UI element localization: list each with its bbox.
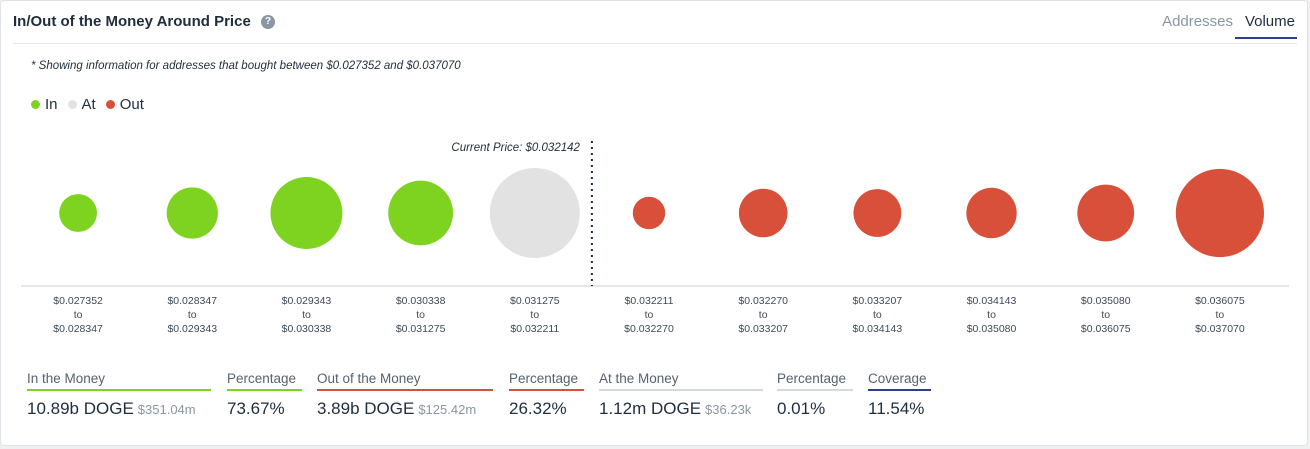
bubble-at[interactable]	[489, 168, 580, 258]
legend-at[interactable]: At	[67, 96, 96, 113]
range-from-label: $0.034143	[967, 295, 1017, 307]
range-from-label: $0.030338	[396, 295, 446, 307]
stat-value: 11.54%	[868, 399, 924, 419]
legend-at-label: At	[81, 96, 96, 113]
range-to-connector: to	[188, 309, 197, 321]
range-from-label: $0.027352	[53, 295, 103, 307]
bubble-out[interactable]	[966, 187, 1017, 239]
bubble-out[interactable]	[1077, 184, 1135, 242]
tab-bar: Addresses Volume	[1152, 13, 1297, 39]
range-from-label: $0.031275	[510, 295, 560, 307]
range-to-connector: to	[873, 309, 882, 321]
stat-value: 3.89b DOGE $125.42m	[317, 399, 476, 419]
stat-main-value: 0.01%	[777, 399, 826, 418]
question-icon[interactable]: ?	[261, 15, 275, 29]
bubble-in[interactable]	[59, 194, 97, 232]
range-to-connector: to	[302, 309, 311, 321]
header-divider	[13, 43, 1297, 44]
bubble-out[interactable]	[632, 196, 666, 230]
range-to-label: $0.037070	[1195, 323, 1245, 335]
stat-usd-value: $36.23k	[705, 402, 752, 417]
legend-in[interactable]: In	[31, 96, 58, 113]
stat-main-value: 3.89b DOGE	[317, 399, 415, 418]
stat-label: At the Money	[599, 371, 763, 391]
legend-in-label: In	[45, 96, 58, 113]
stat-main-value: 26.32%	[509, 399, 567, 418]
current-price-label: Current Price: $0.032142	[451, 142, 580, 154]
stat-label: Coverage	[868, 371, 931, 391]
range-from-label: $0.032270	[738, 295, 788, 307]
range-to-connector: to	[416, 309, 425, 321]
stat-value: 10.89b DOGE $351.04m	[27, 399, 196, 419]
stat-value: 73.67%	[227, 399, 285, 419]
stat-value: 1.12m DOGE $36.23k	[599, 399, 751, 419]
info-note: * Showing information for addresses that…	[31, 60, 461, 72]
legend: In At Out	[31, 96, 154, 113]
range-from-label: $0.033207	[853, 295, 903, 307]
range-from-label: $0.036075	[1195, 295, 1245, 307]
range-from-label: $0.029343	[282, 295, 332, 307]
range-to-label: $0.032211	[510, 323, 559, 335]
legend-in-dot	[31, 100, 40, 109]
legend-out-label: Out	[119, 96, 144, 113]
bubble-in[interactable]	[388, 180, 454, 246]
range-to-label: $0.029343	[167, 323, 217, 335]
card-title: In/Out of the Money Around Price	[13, 13, 251, 30]
stat-label: Percentage	[777, 371, 853, 391]
range-from-label: $0.035080	[1081, 295, 1131, 307]
stat-usd-value: $351.04m	[137, 402, 196, 417]
stat-label: In the Money	[27, 371, 211, 391]
range-to-connector: to	[74, 309, 83, 321]
stat-usd-value: $125.42m	[418, 402, 477, 417]
range-to-label: $0.033207	[738, 323, 788, 335]
bubble-out[interactable]	[1175, 168, 1265, 258]
bubble-in[interactable]	[270, 177, 343, 249]
range-to-label: $0.031275	[396, 323, 446, 335]
range-to-label: $0.032270	[624, 323, 674, 335]
range-to-connector: to	[1101, 309, 1110, 321]
range-to-label: $0.036075	[1081, 323, 1131, 335]
bubble-chart: $0.027352 to $0.028347 $0.028347 to $0.029343…	[21, 141, 1289, 335]
tab-volume[interactable]: Volume	[1234, 13, 1297, 39]
summary-stats: In the Money 10.89b DOGE $351.04m Percentag…	[1, 371, 1310, 431]
range-to-label: $0.035080	[967, 323, 1017, 335]
range-to-label: $0.034143	[853, 323, 903, 335]
stat-main-value: 1.12m DOGE	[599, 399, 702, 418]
stat-main-value: 73.67%	[227, 399, 285, 418]
stat-label: Percentage	[227, 371, 302, 391]
legend-out-dot	[105, 100, 115, 109]
stat-main-value: 11.54%	[868, 399, 925, 418]
stat-main-value: 10.89b DOGE	[27, 399, 134, 418]
range-to-label: $0.030338	[282, 323, 332, 335]
range-to-connector: to	[759, 309, 768, 321]
stat-label: Percentage	[509, 371, 584, 391]
legend-out[interactable]: Out	[105, 96, 144, 113]
bubble-in[interactable]	[166, 187, 218, 239]
range-to-connector: to	[1216, 309, 1225, 321]
stat-label: Out of the Money	[317, 371, 493, 391]
stat-value: 0.01%	[777, 399, 825, 419]
stat-value: 26.32%	[509, 399, 567, 419]
legend-at-dot	[67, 100, 77, 109]
range-to-connector: to	[987, 309, 996, 321]
range-to-label: $0.028347	[53, 323, 103, 335]
range-to-connector: to	[530, 309, 539, 321]
range-to-connector: to	[645, 309, 654, 321]
range-from-label: $0.032211	[625, 295, 674, 307]
range-from-label: $0.028347	[167, 295, 217, 307]
bubble-out[interactable]	[853, 189, 902, 237]
tab-addresses[interactable]: Addresses	[1162, 13, 1233, 30]
bubble-out[interactable]	[738, 188, 788, 238]
